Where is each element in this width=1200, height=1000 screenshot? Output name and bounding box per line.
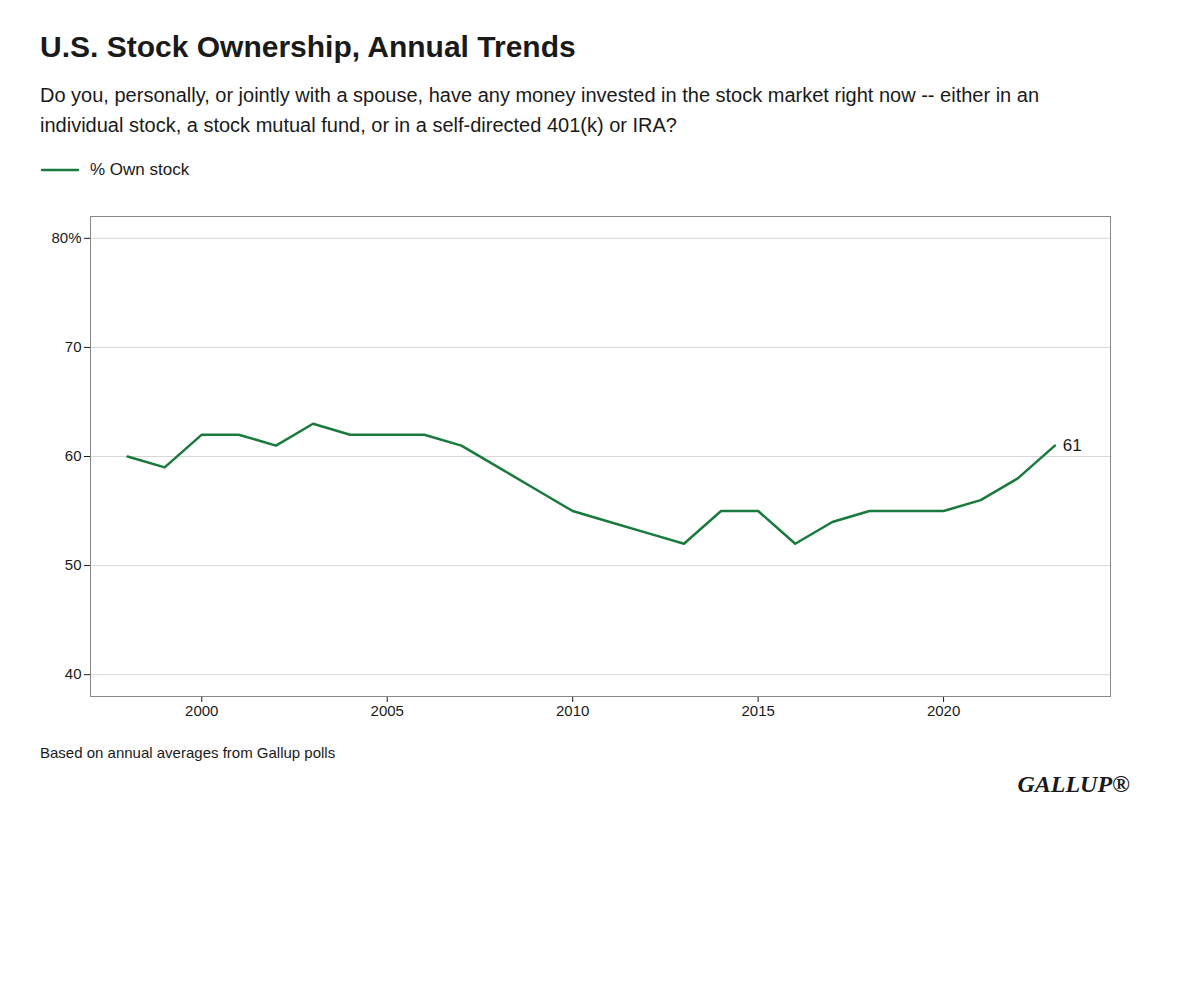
svg-text:2010: 2010 — [556, 702, 589, 719]
svg-text:50: 50 — [65, 556, 82, 573]
html-text:Do you, personally, or jointly: Do you, personally, or jointly with a sp… — [40, 84, 1039, 136]
html-text:U.S. Stock Ownership, Annual T: U.S. Stock Ownership, Annual Trends — [40, 30, 576, 63]
html-text:GALLUP®: GALLUP® — [1017, 771, 1130, 797]
svg-text:2000: 2000 — [185, 702, 218, 719]
html-text:Based on annual averages from: Based on annual averages from Gallup pol… — [40, 744, 336, 761]
svg-text:80%: 80% — [51, 229, 81, 246]
svg-text:2020: 2020 — [927, 702, 960, 719]
svg-text:70: 70 — [65, 338, 82, 355]
svg-text:2005: 2005 — [371, 702, 404, 719]
svg-text:40: 40 — [65, 665, 82, 682]
svg-text:61: 61 — [1063, 436, 1082, 455]
html-text:% Own stock: % Own stock — [90, 160, 190, 179]
svg-text:60: 60 — [65, 447, 82, 464]
svg-text:2015: 2015 — [741, 702, 774, 719]
